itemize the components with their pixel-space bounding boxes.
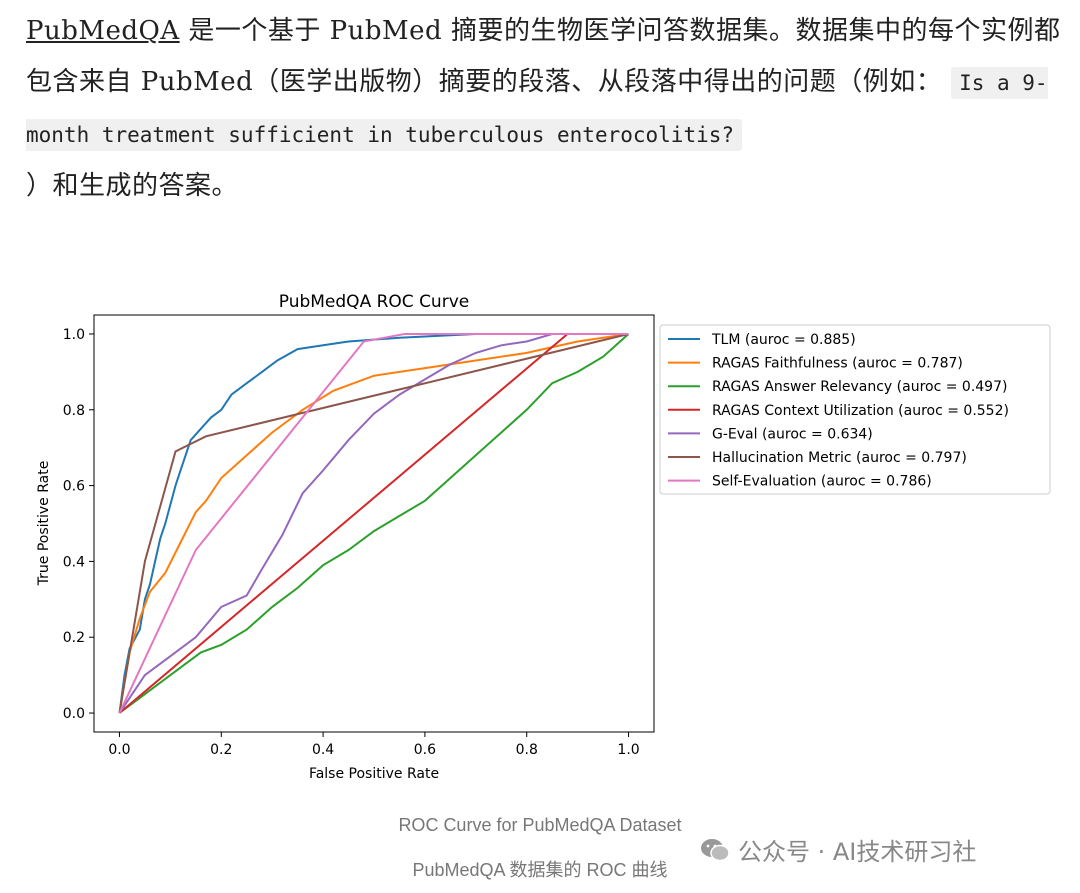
series-line-5: [118, 333, 629, 714]
legend-label: G-Eval (auroc = 0.634): [712, 426, 873, 442]
series-line-0: [118, 333, 629, 714]
series-line-6: [118, 333, 629, 714]
y-tick-label: 1.0: [63, 327, 85, 343]
series-line-1: [118, 333, 629, 714]
paragraph-text-1: 是一个基于 PubMed 摘要的生物医学问答数据集。数据集中的每个实例都包含来自…: [26, 16, 1061, 97]
x-tick-label: 0.2: [210, 742, 232, 758]
series-line-2: [118, 333, 630, 714]
chart-title: PubMedQA ROC Curve: [279, 292, 469, 312]
x-tick-label: 1.0: [617, 742, 639, 758]
x-axis-label: False Positive Rate: [309, 766, 439, 782]
roc-chart: PubMedQA ROC Curve 0.0 0.2 0.4 0.6 0.8 1.00.0…: [36, 292, 1051, 782]
legend: TLM (auroc = 0.885) RAGAS Faithfulness (a…: [659, 324, 1051, 495]
watermark: 公众号 · AI技术研习社: [700, 832, 976, 867]
caption-zh: PubMedQA 数据集的 ROC 曲线: [412, 860, 668, 880]
y-axis-label: True Positive Rate: [36, 461, 52, 587]
watermark-text: 公众号 · AI技术研习社: [738, 838, 977, 866]
legend-label: TLM (auroc = 0.885): [711, 332, 856, 348]
pubmedqa-link[interactable]: PubMedQA: [26, 16, 180, 46]
wechat-icon: [701, 838, 730, 861]
caption-en: ROC Curve for PubMedQA Dataset: [398, 815, 682, 835]
y-tick-label: 0.8: [63, 403, 85, 419]
series-line-4: [118, 333, 629, 714]
y-tick-label: 0.4: [63, 554, 85, 570]
x-tick-label: 0.0: [108, 742, 130, 758]
y-tick-label: 0.6: [63, 479, 85, 495]
article-paragraph: PubMedQA 是一个基于 PubMed 摘要的生物医学问答数据集。数据集中的…: [26, 6, 1066, 212]
paragraph-text-2: ）和生成的答案。: [26, 171, 239, 201]
legend-label: Self-Evaluation (auroc = 0.786): [712, 474, 932, 490]
legend-label: Hallucination Metric (auroc = 0.797): [712, 450, 967, 466]
axis-ticks: 0.0 0.2 0.4 0.6 0.8 1.0 0.0 0.2 0.4 0.6 0.8 1.0: [63, 327, 640, 758]
legend-label: RAGAS Faithfulness (auroc = 0.787): [712, 356, 963, 372]
x-tick-label: 0.8: [516, 742, 538, 758]
y-tick-label: 0.2: [63, 630, 85, 646]
x-tick-label: 0.6: [414, 742, 436, 758]
legend-box: [659, 324, 1051, 495]
legend-label: RAGAS Answer Relevancy (auroc = 0.497): [712, 379, 1007, 395]
legend-label: RAGAS Context Utilization (auroc = 0.552…: [712, 403, 1009, 419]
plot-frame: [93, 314, 655, 733]
x-tick-label: 0.4: [312, 742, 334, 758]
y-tick-label: 0.0: [63, 706, 85, 722]
plot-lines: [118, 333, 630, 714]
